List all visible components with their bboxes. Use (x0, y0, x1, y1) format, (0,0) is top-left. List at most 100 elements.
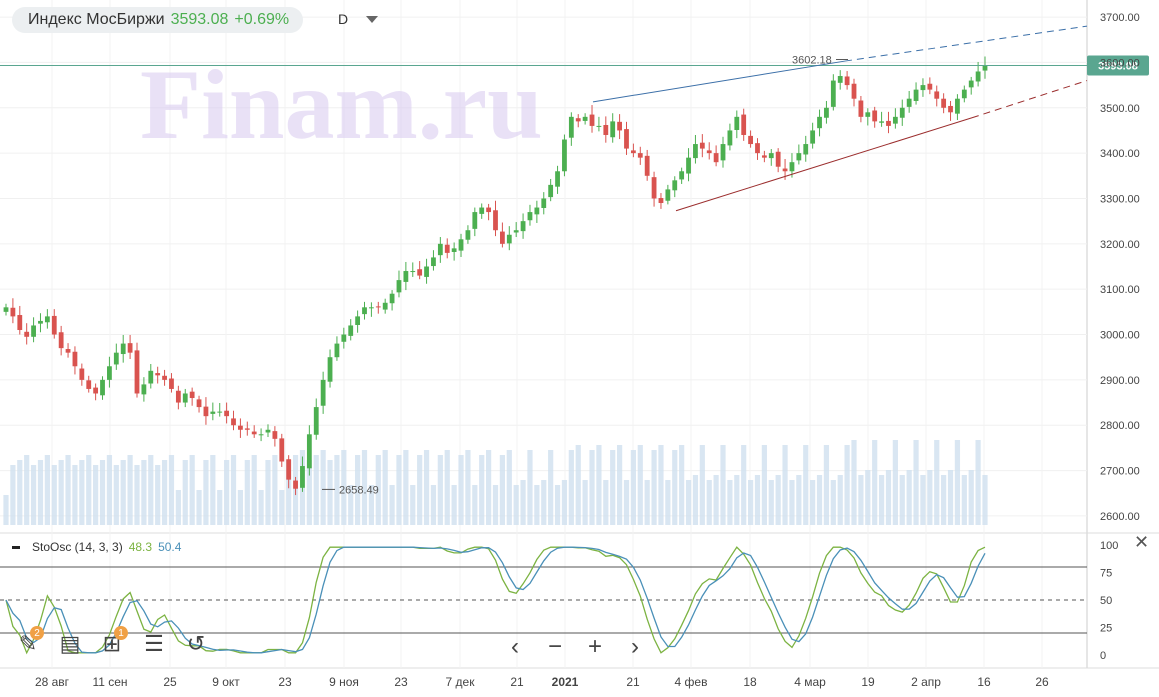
candle (31, 325, 36, 337)
volume-bar (237, 490, 244, 525)
volume-bar (851, 440, 857, 525)
candle (355, 316, 361, 326)
candle (541, 198, 547, 208)
candle (65, 349, 71, 353)
candle (824, 107, 829, 118)
volume-bar (941, 475, 947, 525)
volume-bar (148, 455, 154, 525)
volume-bar (361, 450, 368, 525)
settings-button[interactable]: ☰ (140, 630, 168, 658)
candle (562, 139, 567, 172)
last-price-tag (1087, 55, 1149, 76)
volume-bar (334, 455, 340, 525)
draw-badge: 2 (30, 626, 44, 640)
zoom-out-button[interactable]: − (547, 633, 562, 660)
draw-tool-button[interactable]: ✎ 2 (14, 626, 44, 658)
oscillator-d-value: 50.4 (158, 540, 182, 554)
volume-bar (492, 485, 499, 525)
candle (493, 210, 498, 231)
volume-bar (196, 490, 202, 525)
volume-bar (93, 465, 99, 525)
volume-bar (685, 480, 692, 525)
close-icon[interactable]: ✕ (1134, 532, 1150, 552)
candle (782, 168, 788, 172)
add-indicator-button[interactable]: ⊞ 1 (98, 626, 128, 658)
candle (244, 428, 250, 430)
candle (720, 144, 726, 161)
lower-trendline-ext (971, 80, 1088, 119)
volume-bar (286, 460, 292, 525)
candle (582, 116, 588, 121)
lower-trendline (675, 117, 973, 212)
add-badge: 1 (114, 626, 128, 640)
candle (148, 370, 154, 384)
osc-tick-label: 0 (1100, 650, 1106, 662)
candle (506, 234, 512, 244)
last-price-value: 3593.08 (1098, 61, 1138, 73)
oscillator-panel: 100 75 50 25 0 (0, 540, 1118, 662)
candle (396, 280, 402, 293)
volume-bar (692, 475, 699, 525)
volume-bar (134, 465, 140, 525)
scroll-forward-button[interactable]: › (631, 633, 639, 660)
candle (630, 150, 636, 154)
candle (748, 135, 753, 145)
candle (279, 438, 285, 462)
volume-bar (768, 480, 774, 525)
candle (913, 89, 919, 101)
candle (713, 153, 719, 163)
volume-bar (520, 480, 526, 525)
candle (941, 98, 947, 108)
instrument-change: +0.69% (234, 11, 290, 28)
candle (162, 375, 167, 380)
timeframe-selector[interactable]: D (338, 11, 379, 27)
volume-bar (161, 460, 168, 525)
zoom-in-button[interactable]: + (587, 633, 602, 660)
candle (472, 212, 478, 229)
candle (79, 368, 85, 380)
x-tick-label: 25 (163, 675, 177, 689)
zoom-controls: ‹ − + › (505, 633, 645, 661)
candle (334, 343, 340, 358)
candle (755, 143, 760, 154)
volume-bar (934, 440, 940, 525)
volume-bar (44, 455, 50, 525)
volume-bar (823, 445, 830, 525)
list-button[interactable]: ▤ (56, 630, 84, 658)
y-tick-label: 3300.00 (1100, 193, 1140, 205)
volume-bar (596, 445, 602, 525)
instrument-price: 3593.08 (170, 11, 229, 28)
volume-bar (830, 480, 836, 525)
candle (175, 390, 181, 403)
volume-bar (727, 480, 733, 525)
sliders-icon: ☰ (144, 631, 164, 656)
volume-bar (230, 455, 237, 525)
volume-bar (872, 440, 878, 525)
candle (499, 231, 505, 244)
candle (134, 350, 140, 394)
candle (313, 407, 319, 435)
volume-bar (506, 450, 512, 525)
candle (24, 331, 30, 337)
candle (293, 480, 298, 489)
candle (968, 80, 974, 88)
candle (155, 373, 161, 376)
scroll-back-button[interactable]: ‹ (511, 633, 519, 660)
volume-bar (651, 450, 657, 525)
candle (693, 144, 698, 159)
candle (306, 434, 312, 469)
volume-bar (175, 490, 181, 525)
candle (975, 71, 981, 82)
candle (465, 230, 471, 240)
candle (948, 105, 953, 113)
volume-bar (155, 465, 161, 525)
instrument-header[interactable]: Индекс МосБиржи 3593.08 +0.69% (12, 7, 304, 33)
candle (679, 171, 685, 180)
candle (272, 431, 278, 439)
candle (527, 212, 533, 221)
candle (341, 334, 347, 342)
reset-button[interactable]: ↺ (182, 630, 210, 658)
candle (3, 307, 9, 312)
volume-bar (568, 450, 574, 525)
